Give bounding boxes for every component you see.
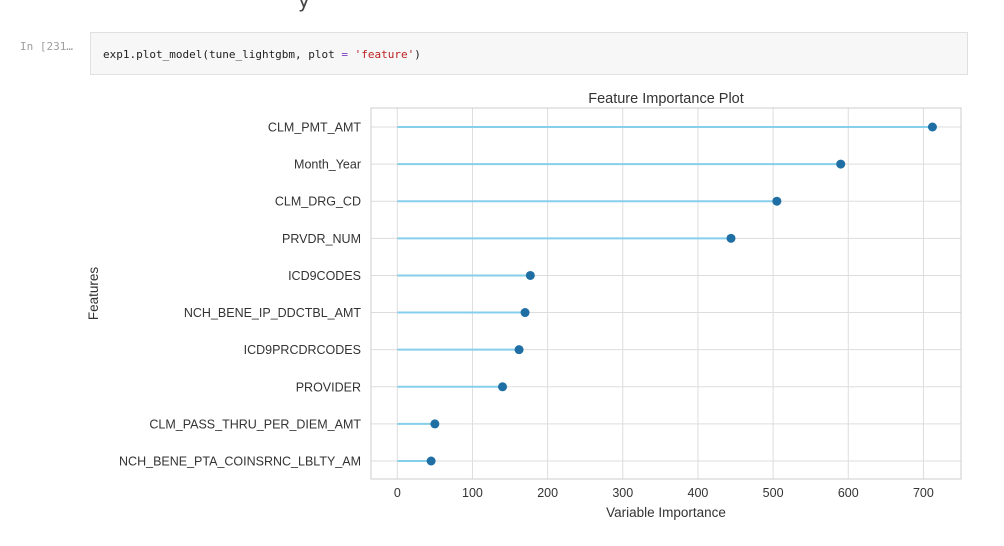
x-axis-label: Variable Importance bbox=[606, 505, 726, 520]
x-tick-label: 600 bbox=[838, 486, 859, 500]
x-tick-label: 300 bbox=[612, 486, 633, 500]
lollipop-marker bbox=[520, 308, 530, 318]
y-tick-label: CLM_PASS_THRU_PER_DIEM_AMT bbox=[149, 417, 361, 431]
lollipop-marker bbox=[836, 159, 846, 169]
partial-heading-text: y bbox=[298, 0, 310, 12]
lollipop-marker bbox=[430, 419, 440, 429]
code-string: 'feature' bbox=[354, 48, 415, 61]
cell-prompt: In [231… bbox=[20, 40, 73, 53]
code-text: exp1.plot_model(tune_lightgbm, plot bbox=[103, 48, 342, 61]
lollipop-marker bbox=[426, 456, 436, 466]
y-axis-label: Features bbox=[86, 267, 101, 321]
x-tick-label: 100 bbox=[462, 486, 483, 500]
code-cell[interactable]: exp1.plot_model(tune_lightgbm, plot = 'f… bbox=[90, 32, 968, 75]
y-tick-label: PRVDR_NUM bbox=[282, 232, 361, 246]
x-tick-label: 400 bbox=[688, 486, 709, 500]
x-tick-label: 200 bbox=[537, 486, 558, 500]
y-tick-label: NCH_BENE_IP_DDCTBL_AMT bbox=[184, 306, 361, 320]
lollipop-marker bbox=[726, 233, 736, 243]
y-tick-label: ICD9CODES bbox=[288, 269, 361, 283]
y-tick-label: PROVIDER bbox=[296, 380, 361, 394]
x-tick-label: 500 bbox=[763, 486, 784, 500]
y-tick-label: ICD9PRCDRCODES bbox=[244, 343, 361, 357]
code-close-paren: ) bbox=[414, 48, 421, 61]
y-tick-label: NCH_BENE_PTA_COINSRNC_LBLTY_AM bbox=[119, 455, 361, 469]
y-tick-label: Month_Year bbox=[294, 158, 361, 172]
lollipop-marker bbox=[772, 196, 782, 206]
lollipop-marker bbox=[498, 382, 508, 392]
y-tick-label: CLM_PMT_AMT bbox=[268, 121, 361, 135]
y-tick-label: CLM_DRG_CD bbox=[275, 195, 361, 209]
chart-title: Feature Importance Plot bbox=[588, 91, 744, 107]
x-tick-label: 0 bbox=[394, 486, 401, 500]
x-tick-label: 700 bbox=[913, 486, 934, 500]
lollipop-marker bbox=[927, 122, 937, 132]
plot-frame bbox=[370, 107, 962, 480]
lollipop-marker bbox=[525, 270, 535, 280]
lollipop-marker bbox=[514, 345, 524, 355]
code-operator: = bbox=[341, 48, 349, 61]
